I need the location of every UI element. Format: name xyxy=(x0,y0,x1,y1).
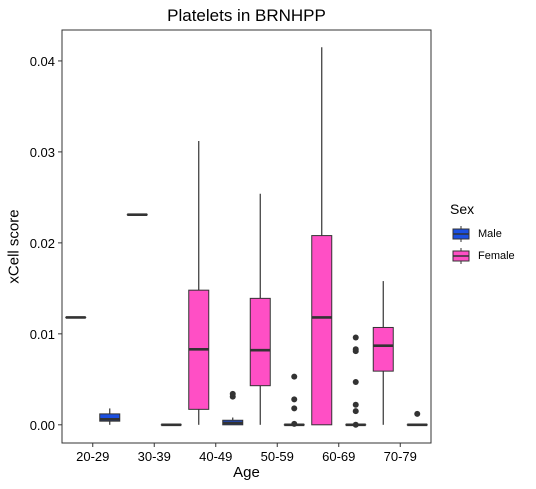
outlier-point xyxy=(352,334,359,341)
x-tick-label: 30-39 xyxy=(138,449,171,464)
legend-item-male: Male xyxy=(450,223,515,245)
outlier-point xyxy=(352,401,359,408)
legend-title: Sex xyxy=(450,201,475,217)
y-tick-label: 0.01 xyxy=(30,327,55,342)
y-tick-label: 0.02 xyxy=(30,236,55,251)
x-tick-label: 70-79 xyxy=(384,449,417,464)
legend-key-male xyxy=(450,223,472,245)
x-tick-label: 40-49 xyxy=(199,449,232,464)
y-tick-label: 0.00 xyxy=(30,418,55,433)
outlier-point xyxy=(352,421,359,428)
box-body xyxy=(372,326,394,372)
y-tick-label: 0.04 xyxy=(30,54,55,69)
box-body xyxy=(249,297,271,387)
y-tick-label: 0.03 xyxy=(30,145,55,160)
x-tick-label: 50-59 xyxy=(261,449,294,464)
plot-panel xyxy=(61,29,432,444)
box-male-70-79 xyxy=(406,410,428,427)
box-male-40-49 xyxy=(222,390,244,426)
x-axis-label: Age xyxy=(233,464,260,481)
box-body xyxy=(311,235,333,426)
legend-key-female xyxy=(450,245,472,267)
box-male-20-29 xyxy=(99,408,121,425)
x-tick-label: 60-69 xyxy=(322,449,355,464)
legend: Sex Male Female xyxy=(450,201,515,267)
chart-title: Platelets in BRNHPP xyxy=(167,6,326,25)
outlier-point xyxy=(291,420,298,427)
box-male-50-59 xyxy=(283,373,305,427)
box-female-60-69 xyxy=(311,47,333,426)
outlier-point xyxy=(229,390,236,397)
outlier-point xyxy=(352,408,359,415)
outlier-point xyxy=(291,405,298,412)
box-female-40-49 xyxy=(188,140,210,425)
y-axis-label: xCell score xyxy=(5,209,23,284)
outlier-point xyxy=(352,346,359,353)
outlier-point xyxy=(291,373,298,380)
box-female-50-59 xyxy=(249,193,271,425)
box-male-60-69 xyxy=(345,334,367,428)
legend-item-female: Female xyxy=(450,245,515,267)
outlier-point xyxy=(291,396,298,403)
outlier-point xyxy=(414,410,421,417)
x-tick-label: 20-29 xyxy=(76,449,109,464)
box-body xyxy=(99,413,121,422)
outlier-point xyxy=(352,379,359,386)
legend-label-female: Female xyxy=(478,250,515,262)
legend-label-male: Male xyxy=(478,228,502,240)
box-female-70-79 xyxy=(372,281,394,425)
